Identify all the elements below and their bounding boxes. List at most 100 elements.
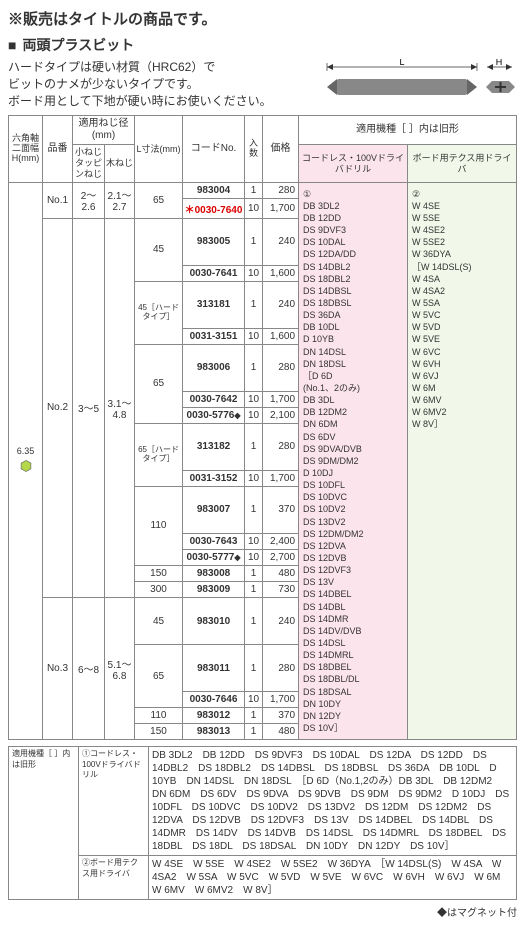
price-cell: 730	[263, 582, 299, 598]
qty-cell: 1	[245, 582, 263, 598]
qty-cell: 10	[245, 328, 263, 344]
code-cell: 0030-7642	[183, 391, 245, 407]
length-cell: 45	[135, 218, 183, 281]
length-cell: 110	[135, 708, 183, 724]
th-tekiyo: 適用ねじ径(mm)	[73, 116, 135, 145]
qty-cell: 1	[245, 344, 263, 391]
length-cell: 150	[135, 724, 183, 740]
kineji-cell: 5.1～6.8	[105, 598, 135, 740]
qty-cell: 1	[245, 724, 263, 740]
qty-cell: 10	[245, 470, 263, 486]
code-cell: 313182	[183, 423, 245, 470]
price-cell: 2,100	[263, 407, 299, 423]
th-hinban: 品番	[43, 116, 73, 182]
table-body: 6.35No.12～2.62.1～2.7659830041280①DB 3DL2…	[9, 182, 517, 739]
code-cell: 983005	[183, 218, 245, 265]
th-price: 価格	[263, 116, 299, 182]
code-cell: 983008	[183, 566, 245, 582]
th-board: ボード用テクス用ドライバ	[408, 145, 517, 182]
qty-cell: 1	[245, 645, 263, 692]
models-board: ②W 4SEW 5SEW 4SE2W 5SE2W 36DYA［W 14DSL(S…	[408, 182, 517, 739]
qty-cell: 1	[245, 598, 263, 645]
length-cell: 45	[135, 598, 183, 645]
hinban-cell: No.3	[43, 598, 73, 740]
price-cell: 480	[263, 566, 299, 582]
qty-cell: 10	[245, 407, 263, 423]
price-cell: 370	[263, 486, 299, 533]
th-kineji: 木ねじ	[105, 145, 135, 182]
th-qty: 入数	[245, 116, 263, 182]
code-cell: 983011	[183, 645, 245, 692]
code-cell: 0030-7646	[183, 692, 245, 708]
code-cell: 0030-5777◆	[183, 550, 245, 566]
price-cell: 2,400	[263, 534, 299, 550]
qty-cell: 10	[245, 534, 263, 550]
svg-text:H: H	[496, 59, 503, 67]
code-cell: 983010	[183, 598, 245, 645]
qty-cell: 1	[245, 566, 263, 582]
th-cordless: コードレス・100Vドライバドリル	[299, 145, 408, 182]
qty-cell: 1	[245, 708, 263, 724]
footer-row2-label: ②ボード用テクス用ドライバ	[79, 856, 149, 900]
qty-cell: 1	[245, 423, 263, 470]
code-cell: 983009	[183, 582, 245, 598]
qty-cell: 10	[245, 692, 263, 708]
hex-cell: 6.35	[9, 182, 43, 739]
code-cell: ＊0030-7640	[183, 198, 245, 218]
koneji-cell: 2～2.6	[73, 182, 105, 218]
koneji-cell: 3～5	[73, 218, 105, 597]
code-cell: 983012	[183, 708, 245, 724]
th-koneji: 小ねじタッピンねじ	[73, 145, 105, 182]
qty-cell: 1	[245, 218, 263, 265]
code-cell: 983013	[183, 724, 245, 740]
qty-cell: 10	[245, 550, 263, 566]
code-cell: 0030-5776◆	[183, 407, 245, 423]
header-row: ハードタイプは硬い材質（HRC62）で ビットのナメが少ないタイプです。 ボード…	[8, 59, 517, 109]
footer-table: 適用機種［ ］内は旧形 ①コードレス・100Vドライバドリル DB 3DL2 D…	[8, 746, 517, 900]
hinban-cell: No.1	[43, 182, 73, 218]
footer-label: 適用機種［ ］内は旧形	[9, 747, 79, 900]
price-cell: 280	[263, 344, 299, 391]
footer-row1-label: ①コードレス・100Vドライバドリル	[79, 747, 149, 856]
koneji-cell: 6～8	[73, 598, 105, 740]
length-cell: 65	[135, 344, 183, 423]
qty-cell: 1	[245, 281, 263, 328]
length-cell: 65	[135, 182, 183, 218]
price-cell: 2,700	[263, 550, 299, 566]
footer-row1-text: DB 3DL2 DB 12DD DS 9DVF3 DS 10DAL DS 12D…	[149, 747, 517, 856]
price-cell: 1,700	[263, 470, 299, 486]
models-cordless: ①DB 3DL2DB 12DDDS 9DVF3DS 10DALDS 12DA/D…	[299, 182, 408, 739]
qty-cell: 10	[245, 391, 263, 407]
price-cell: 240	[263, 598, 299, 645]
th-lsun: L寸法(mm)	[135, 116, 183, 182]
th-hex: 六角軸二面幅H(mm)	[9, 116, 43, 182]
price-cell: 280	[263, 423, 299, 470]
hinban-cell: No.2	[43, 218, 73, 597]
length-cell: 150	[135, 566, 183, 582]
price-cell: 280	[263, 182, 299, 198]
code-cell: 0030-7643	[183, 534, 245, 550]
price-cell: 240	[263, 281, 299, 328]
length-cell: 110	[135, 486, 183, 565]
description: ハードタイプは硬い材質（HRC62）で ビットのナメが少ないタイプです。 ボード…	[8, 59, 272, 109]
magnet-note: ◆はマグネット付	[8, 904, 517, 919]
code-cell: 983004	[183, 182, 245, 198]
code-cell: 0030-7641	[183, 265, 245, 281]
bit-diagram: L H	[317, 59, 517, 109]
price-cell: 480	[263, 724, 299, 740]
kineji-cell: 2.1～2.7	[105, 182, 135, 218]
qty-cell: 1	[245, 486, 263, 533]
price-cell: 1,700	[263, 692, 299, 708]
qty-cell: 10	[245, 198, 263, 218]
qty-cell: 10	[245, 265, 263, 281]
price-cell: 370	[263, 708, 299, 724]
price-cell: 1,600	[263, 328, 299, 344]
spec-table: 六角軸二面幅H(mm) 品番 適用ねじ径(mm) L寸法(mm) コードNo. …	[8, 115, 517, 740]
footer-row2-text: W 4SE W 5SE W 4SE2 W 5SE2 W 36DYA ［W 14D…	[149, 856, 517, 900]
th-models: 適用機種［ ］内は旧形	[299, 116, 517, 145]
sale-notice: ※販売はタイトルの商品です。	[8, 8, 517, 29]
code-cell: 0031-3152	[183, 470, 245, 486]
kineji-cell: 3.1～4.8	[105, 218, 135, 597]
table-row: 6.35No.12～2.62.1～2.7659830041280①DB 3DL2…	[9, 182, 517, 198]
price-cell: 240	[263, 218, 299, 265]
